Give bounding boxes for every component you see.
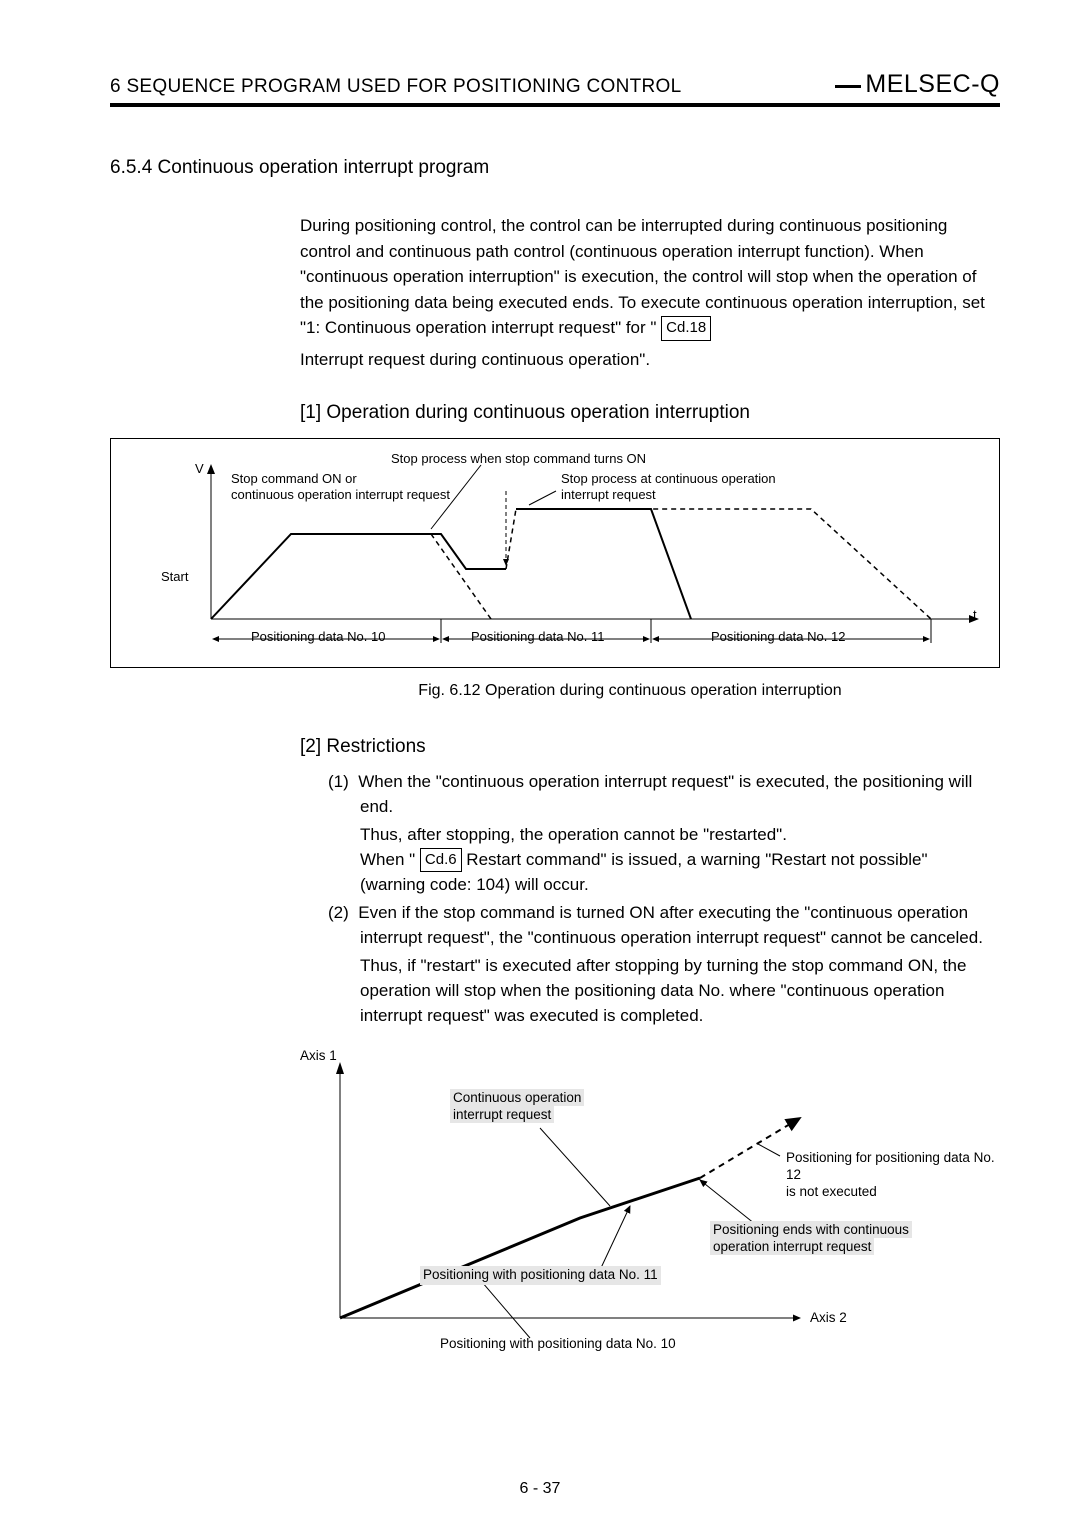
fig2-pd12-l1: Positioning for positioning data No. 12 [786, 1150, 995, 1182]
fig1-left-l1: Stop command ON or [231, 471, 357, 486]
fig1-pd11: Positioning data No. 11 [471, 629, 604, 645]
fig2-coi-l1: Continuous operation [450, 1089, 584, 1106]
fig1-top-label: Stop process when stop command turns ON [391, 451, 646, 467]
fig1-pd12: Positioning data No. 12 [711, 629, 845, 645]
section-title: 6.5.4 Continuous operation interrupt pro… [110, 157, 1000, 179]
r1-c-pre: When " [360, 850, 420, 869]
fig2-pd10: Positioning with positioning data No. 10 [440, 1336, 676, 1353]
r2-num: (2) [328, 903, 349, 922]
fig1-right-label: Stop process at continuous operation int… [561, 471, 776, 504]
figure-1-caption: Fig. 6.12 Operation during continuous op… [260, 682, 1000, 700]
fig2-pd12-l2: is not executed [786, 1184, 877, 1199]
intro-text-a: During positioning control, the control … [300, 216, 985, 337]
fig2-coi-l2: interrupt request [450, 1106, 554, 1123]
fig1-right-l2: interrupt request [561, 487, 656, 502]
sub2-heading: [2] Restrictions [300, 736, 1000, 758]
cd6-box: Cd.6 [420, 848, 462, 872]
figure-2-svg [300, 1048, 1000, 1368]
r2-a: Even if the stop command is turned ON af… [358, 903, 983, 947]
figure-1: V Start t Stop process when stop command… [110, 438, 1000, 668]
intro-paragraph: During positioning control, the control … [300, 213, 1000, 372]
cd18-box: Cd.18 [661, 316, 711, 341]
fig2-pd11: Positioning with positioning data No. 11 [420, 1266, 661, 1285]
restriction-2: (2) Even if the stop command is turned O… [328, 901, 1000, 950]
fig2-axis2: Axis 2 [810, 1310, 847, 1327]
r1-b: Thus, after stopping, the operation cann… [328, 823, 1000, 848]
r1-a: When the "continuous operation interrupt… [358, 772, 972, 816]
fig1-right-l1: Stop process at continuous operation [561, 471, 776, 486]
fig2-coi-label: Continuous operation interrupt request [450, 1090, 584, 1124]
r1-c-post: Restart command" is issued, a warning "R… [462, 850, 928, 869]
fig1-left-l2: continuous operation interrupt request [231, 487, 450, 502]
r2-b: Thus, if "restart" is executed after sto… [328, 954, 1000, 1028]
r1-num: (1) [328, 772, 349, 791]
r1-c: When " Cd.6 Restart command" is issued, … [328, 848, 1000, 873]
fig2-end-l2: operation interrupt request [710, 1238, 874, 1255]
chapter-title: 6 SEQUENCE PROGRAM USED FOR POSITIONING … [110, 76, 682, 98]
restrictions-list: (1) When the "continuous operation inter… [328, 770, 1000, 1028]
restriction-1: (1) When the "continuous operation inter… [328, 770, 1000, 819]
fig1-v-label: V [195, 461, 204, 477]
figure-2: Axis 1 Axis 2 Continuous operation inter… [300, 1048, 1000, 1368]
sub1-heading: [1] Operation during continuous operatio… [300, 402, 1000, 424]
page-header: 6 SEQUENCE PROGRAM USED FOR POSITIONING … [110, 70, 1000, 107]
brand-name: MELSEC-Q [865, 70, 1000, 99]
r1-d: (warning code: 104) will occur. [328, 873, 1000, 898]
intro-text-b: Interrupt request during continuous oper… [300, 350, 650, 369]
fig1-pd10: Positioning data No. 10 [251, 629, 385, 645]
fig1-t-label: t [973, 607, 977, 623]
fig2-axis1: Axis 1 [300, 1048, 337, 1065]
fig1-start-label: Start [161, 569, 188, 585]
page-number: 6 - 37 [0, 1480, 1080, 1498]
fig2-end-label: Positioning ends with continuous operati… [710, 1222, 912, 1256]
fig2-pd12-label: Positioning for positioning data No. 12 … [786, 1150, 1000, 1201]
fig1-left-label: Stop command ON or continuous operation … [231, 471, 450, 504]
fig2-end-l1: Positioning ends with continuous [710, 1221, 912, 1238]
